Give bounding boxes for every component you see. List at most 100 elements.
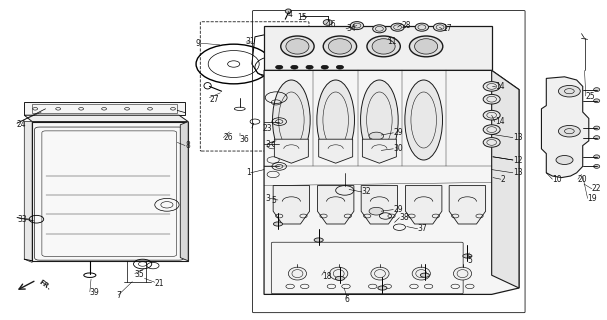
Polygon shape — [405, 186, 442, 224]
Ellipse shape — [273, 80, 310, 160]
Polygon shape — [24, 115, 188, 122]
Text: 5: 5 — [467, 256, 472, 265]
Text: 36: 36 — [240, 135, 249, 144]
Ellipse shape — [372, 39, 395, 54]
Text: 28: 28 — [402, 21, 412, 30]
Ellipse shape — [371, 267, 389, 280]
Circle shape — [336, 65, 344, 69]
Ellipse shape — [350, 22, 364, 30]
Polygon shape — [492, 70, 519, 288]
Text: 27: 27 — [209, 95, 219, 104]
Ellipse shape — [317, 80, 354, 160]
Ellipse shape — [483, 82, 500, 91]
Polygon shape — [319, 139, 353, 163]
Ellipse shape — [288, 267, 307, 280]
Ellipse shape — [361, 80, 398, 160]
Ellipse shape — [378, 286, 387, 290]
Polygon shape — [24, 122, 32, 262]
Ellipse shape — [314, 238, 323, 242]
Text: 29: 29 — [393, 205, 403, 214]
Text: 1: 1 — [246, 168, 251, 177]
Ellipse shape — [483, 110, 500, 120]
Ellipse shape — [594, 136, 600, 140]
Text: 10: 10 — [552, 175, 562, 184]
Bar — [264, 26, 492, 70]
Polygon shape — [541, 77, 589, 178]
Polygon shape — [32, 122, 188, 261]
Polygon shape — [317, 186, 354, 224]
Ellipse shape — [335, 276, 345, 280]
Circle shape — [276, 65, 283, 69]
Text: 32: 32 — [362, 188, 371, 196]
Ellipse shape — [594, 164, 600, 168]
Text: 21: 21 — [155, 279, 164, 288]
Text: 39: 39 — [90, 288, 100, 297]
Text: 3: 3 — [265, 140, 270, 148]
Text: 25: 25 — [586, 92, 595, 100]
Bar — [24, 102, 185, 115]
Circle shape — [556, 156, 573, 164]
Ellipse shape — [594, 155, 600, 159]
Text: 14: 14 — [495, 82, 504, 91]
Text: 11: 11 — [387, 37, 396, 46]
Ellipse shape — [412, 267, 430, 280]
Text: 19: 19 — [588, 194, 597, 203]
Text: 15: 15 — [297, 13, 307, 22]
Ellipse shape — [415, 39, 438, 54]
Circle shape — [369, 207, 384, 215]
Ellipse shape — [323, 20, 333, 25]
Text: 24: 24 — [17, 120, 27, 129]
Text: 7: 7 — [116, 292, 121, 300]
Text: 38: 38 — [399, 213, 409, 222]
Ellipse shape — [328, 39, 351, 54]
Text: 2: 2 — [501, 175, 506, 184]
Text: 12: 12 — [513, 156, 523, 164]
Text: 23: 23 — [262, 124, 272, 132]
Text: 20: 20 — [578, 175, 588, 184]
Polygon shape — [449, 186, 486, 224]
Circle shape — [558, 125, 580, 137]
Text: 5: 5 — [271, 196, 276, 204]
Polygon shape — [180, 122, 188, 261]
Ellipse shape — [483, 138, 500, 147]
Polygon shape — [264, 70, 519, 294]
Ellipse shape — [483, 125, 500, 134]
Text: FR.: FR. — [38, 279, 52, 292]
Text: 13: 13 — [513, 168, 523, 177]
Ellipse shape — [594, 126, 600, 130]
Ellipse shape — [453, 267, 472, 280]
Ellipse shape — [323, 36, 356, 57]
Ellipse shape — [373, 25, 386, 33]
Circle shape — [291, 65, 298, 69]
Ellipse shape — [463, 254, 472, 258]
Text: 18: 18 — [322, 272, 331, 281]
Text: 9: 9 — [195, 39, 200, 48]
Text: 29: 29 — [393, 128, 403, 137]
Ellipse shape — [483, 94, 500, 104]
Ellipse shape — [433, 23, 447, 31]
Polygon shape — [274, 139, 308, 163]
Text: 6: 6 — [345, 295, 350, 304]
Polygon shape — [362, 139, 396, 163]
Ellipse shape — [367, 36, 400, 57]
Text: 3: 3 — [265, 194, 270, 203]
Ellipse shape — [415, 23, 429, 31]
Bar — [32, 104, 177, 113]
Ellipse shape — [420, 273, 429, 277]
Text: 16: 16 — [326, 20, 336, 28]
Ellipse shape — [391, 23, 404, 31]
Text: 17: 17 — [442, 24, 452, 33]
Ellipse shape — [273, 222, 282, 226]
Circle shape — [369, 147, 384, 154]
Text: 22: 22 — [592, 184, 602, 193]
Circle shape — [369, 132, 384, 140]
Ellipse shape — [409, 36, 443, 57]
Text: 34: 34 — [346, 24, 356, 33]
Ellipse shape — [280, 36, 314, 57]
Text: 37: 37 — [418, 224, 427, 233]
Circle shape — [306, 65, 313, 69]
Ellipse shape — [594, 99, 600, 103]
Text: 14: 14 — [495, 117, 504, 126]
Ellipse shape — [594, 88, 600, 92]
Text: 31: 31 — [246, 37, 256, 46]
